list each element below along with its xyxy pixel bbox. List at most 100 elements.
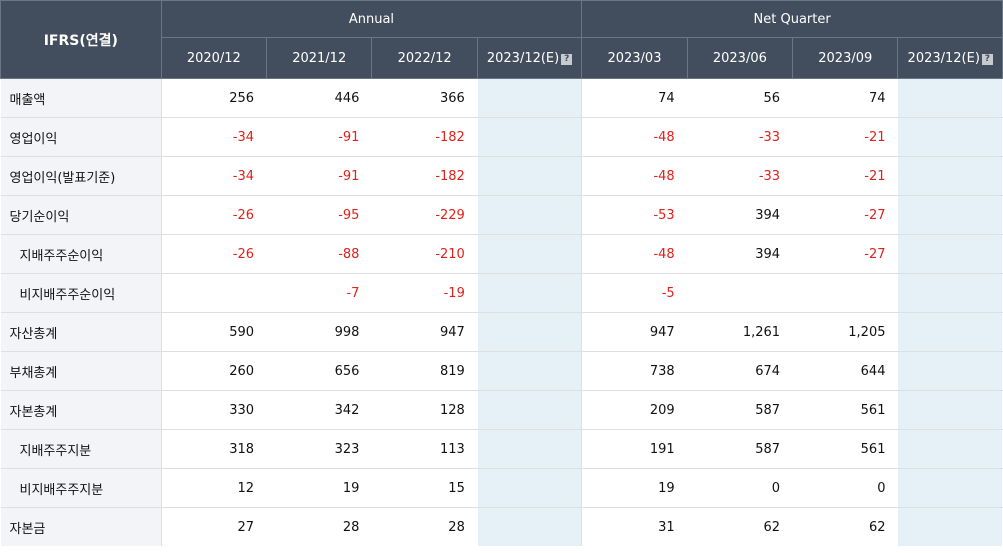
value-cell: 561	[792, 390, 899, 430]
value-cell: -33	[687, 117, 794, 157]
value-cell: -21	[792, 156, 899, 196]
value-cell: -88	[266, 234, 373, 274]
question-icon[interactable]: ?	[981, 53, 993, 65]
value-cell: -182	[371, 156, 478, 196]
table-row: 부채총계 260 656 819 738 674 644	[0, 351, 1003, 391]
value-cell: -26	[161, 234, 268, 274]
value-cell: 947	[581, 312, 688, 352]
table-row: 영업이익(발표기준) -34 -91 -182 -48 -33 -21	[0, 156, 1003, 196]
value-cell: 0	[792, 468, 899, 508]
value-cell: 15	[371, 468, 478, 508]
value-cell: 62	[687, 507, 794, 546]
value-cell: -34	[161, 156, 268, 196]
value-cell: 590	[161, 312, 268, 352]
value-cell: -210	[371, 234, 478, 274]
value-cell: 644	[792, 351, 899, 391]
row-label: 자산총계	[0, 312, 162, 352]
row-label: 매출액	[0, 78, 162, 118]
value-cell: 330	[161, 390, 268, 430]
table-row: 비지배주주지분 12 19 15 19 0 0	[0, 468, 1003, 508]
estimate-cell	[897, 507, 1003, 546]
estimate-cell	[477, 156, 583, 196]
value-cell: 209	[581, 390, 688, 430]
table-row: 매출액 256 446 366 74 56 74	[0, 78, 1003, 118]
value-cell: -19	[371, 273, 478, 313]
estimate-cell	[477, 312, 583, 352]
value-cell: 561	[792, 429, 899, 469]
value-cell: 323	[266, 429, 373, 469]
value-cell: 947	[371, 312, 478, 352]
estimate-cell	[897, 195, 1003, 235]
estimate-cell	[897, 273, 1003, 313]
estimate-cell	[477, 273, 583, 313]
estimate-cell	[897, 78, 1003, 118]
value-cell: 74	[792, 78, 899, 118]
row-label: 자본총계	[0, 390, 162, 430]
table-row: 자본금 27 28 28 31 62 62	[0, 507, 1003, 546]
estimate-cell	[477, 195, 583, 235]
value-cell: 128	[371, 390, 478, 430]
value-cell: 260	[161, 351, 268, 391]
value-cell: 998	[266, 312, 373, 352]
row-label: 지배주주지분	[0, 429, 162, 469]
value-cell: 656	[266, 351, 373, 391]
period-header: 2023/06	[686, 37, 794, 79]
net-quarter-group-header: Net Quarter	[581, 0, 1003, 38]
value-cell: -27	[792, 234, 899, 274]
value-cell: -7	[266, 273, 373, 313]
value-cell: 28	[266, 507, 373, 546]
value-cell: -53	[581, 195, 688, 235]
period-header: 2021/12	[266, 37, 373, 79]
value-cell	[161, 273, 268, 313]
value-cell: 394	[687, 234, 794, 274]
value-cell: -91	[266, 117, 373, 157]
row-label: 영업이익	[0, 117, 162, 157]
value-cell: 62	[792, 507, 899, 546]
estimate-cell	[897, 117, 1003, 157]
value-cell: -27	[792, 195, 899, 235]
value-cell: -33	[687, 156, 794, 196]
value-cell: 819	[371, 351, 478, 391]
estimate-cell	[897, 429, 1003, 469]
period-header: 2022/12	[371, 37, 478, 79]
value-cell: -48	[581, 117, 688, 157]
value-cell: 587	[687, 429, 794, 469]
value-cell: 19	[581, 468, 688, 508]
table-header: IFRS(연결) Annual Net Quarter 2020/12 2021…	[0, 0, 1003, 79]
estimate-cell	[897, 312, 1003, 352]
value-cell: 318	[161, 429, 268, 469]
row-label: 부채총계	[0, 351, 162, 391]
value-cell: 366	[371, 78, 478, 118]
table-row: 자산총계 590 998 947 947 1,261 1,205	[0, 312, 1003, 352]
value-cell: -48	[581, 156, 688, 196]
period-header-estimate: 2023/12(E)?	[897, 37, 1003, 79]
value-cell: 113	[371, 429, 478, 469]
value-cell: -5	[581, 273, 688, 313]
value-cell: -182	[371, 117, 478, 157]
value-cell: -21	[792, 117, 899, 157]
value-cell: 674	[687, 351, 794, 391]
estimate-cell	[477, 507, 583, 546]
table-row: 당기순이익 -26 -95 -229 -53 394 -27	[0, 195, 1003, 235]
estimate-cell	[897, 390, 1003, 430]
period-header-estimate: 2023/12(E)?	[476, 37, 583, 79]
period-header: 2020/12	[160, 37, 268, 79]
estimate-cell	[477, 429, 583, 469]
value-cell	[792, 273, 899, 313]
value-cell: 0	[687, 468, 794, 508]
period-header: 2023/03	[581, 37, 688, 79]
value-cell: -229	[371, 195, 478, 235]
value-cell: 256	[161, 78, 268, 118]
value-cell: 738	[581, 351, 688, 391]
value-cell: -26	[161, 195, 268, 235]
row-label: 비지배주주순이익	[0, 273, 162, 313]
table-row: 비지배주주순이익 -7 -19 -5	[0, 273, 1003, 313]
value-cell: 191	[581, 429, 688, 469]
value-cell: 12	[161, 468, 268, 508]
value-cell: -34	[161, 117, 268, 157]
estimate-cell	[477, 468, 583, 508]
ifrs-consolidated-header: IFRS(연결)	[0, 0, 162, 79]
question-icon[interactable]: ?	[561, 53, 573, 65]
estimate-cell	[477, 117, 583, 157]
